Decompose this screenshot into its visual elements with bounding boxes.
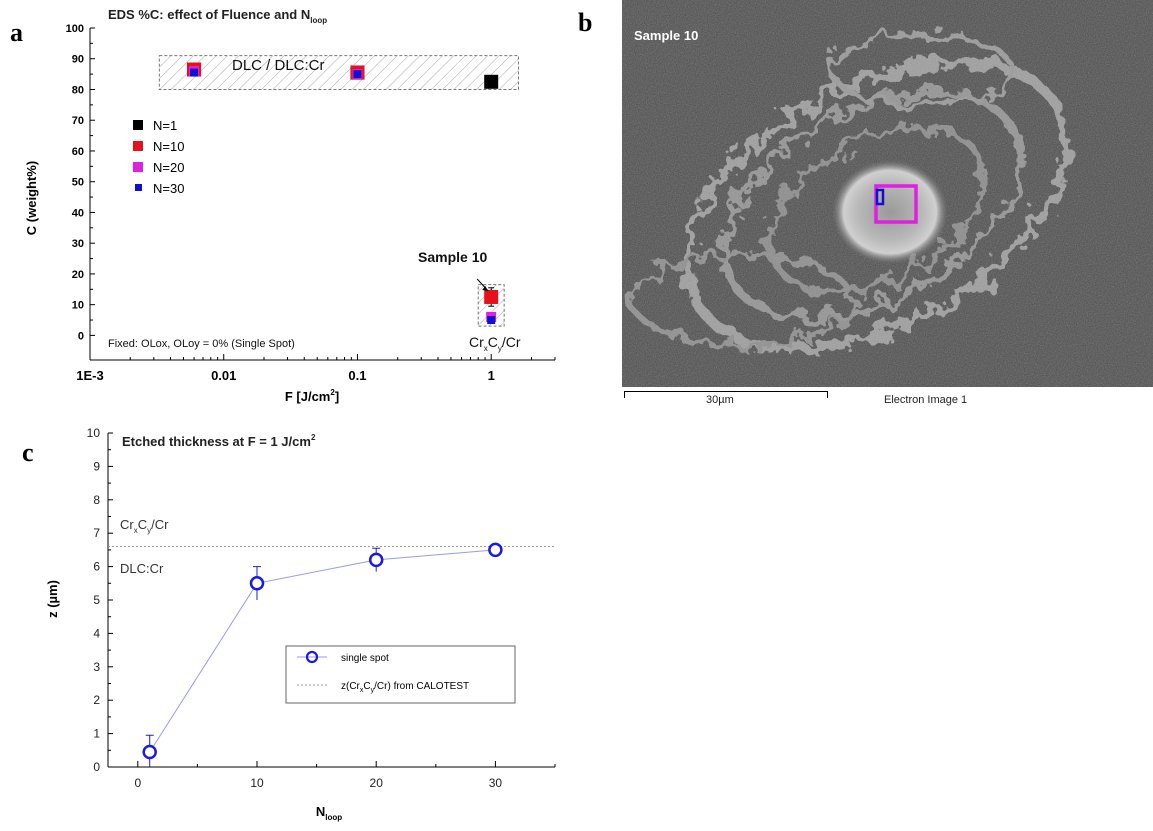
data-point-n30 [353, 70, 362, 79]
x-tick-label: 0.1 [348, 368, 366, 383]
chart-title-sub: loop [310, 16, 327, 25]
x-tick-label: 30 [489, 776, 503, 790]
scale-bar [624, 391, 828, 398]
legend-marker-single-spot [305, 650, 319, 664]
annotation-sample-10: Sample 10 [418, 249, 487, 265]
data-point-n10 [484, 289, 499, 304]
x-axis-label: F [J/cm2] [285, 388, 339, 404]
series-line-single-spot [149, 549, 496, 753]
annotation-arrowhead [482, 285, 489, 291]
legend: single spot z(CrxCy/Cr) from CALOTEST [285, 645, 516, 704]
y-tick-label: 5 [93, 593, 100, 607]
y-tick-label: 50 [72, 177, 84, 189]
y-tick-label: 30 [72, 238, 84, 250]
x-tick-label: 1 [488, 368, 495, 383]
y-tick-label: 1 [93, 727, 100, 741]
sem-image: Sample 10 [622, 0, 1153, 387]
x-tick-label: 0 [134, 776, 141, 790]
chart-title: EDS %C: effect of Fluence and Nloop [108, 7, 327, 25]
legend-marker-n10 [133, 141, 143, 151]
fixed-note: Fixed: OLox, OLoy = 0% (Single Spot) [108, 338, 295, 350]
x-tick-label: 0.01 [211, 368, 236, 383]
legend: N=1 N=10 N=20 N=30 [133, 118, 184, 196]
region-label-crc: CrxCy/Cr [469, 334, 521, 353]
x-axis-label-end: ] [335, 389, 339, 404]
marks-layer [187, 62, 499, 325]
panel-letter-a: a [10, 18, 23, 47]
y-tick-label: 60 [72, 146, 84, 158]
panel-letter-c: c [22, 438, 34, 467]
data-point-single-spot [368, 552, 384, 568]
x-axis-label-sub: loop [325, 813, 342, 822]
region-layer [158, 55, 519, 327]
legend-marker-n30 [135, 184, 142, 191]
y-tick-label: 10 [87, 426, 101, 440]
chart-etched-thickness: 0 1 2 3 4 5 6 7 8 9 10 0 10 20 30 Etched thickness at … [45, 426, 556, 822]
x-axis-label-sup: 2 [330, 388, 335, 397]
region-label-dlc: DLC / DLC:Cr [232, 57, 325, 74]
sem-ablation-zone [629, 32, 1072, 354]
chart-eds-carbon: 0 10 20 30 40 50 60 70 80 90 100 1E-3 0.01 0.1 1 EDS %… [24, 7, 556, 404]
sem-crater [832, 160, 948, 264]
axes-layer: 0 1 2 3 4 5 6 7 8 9 10 0 10 20 30 [87, 426, 556, 790]
y-tick-label: 100 [66, 23, 84, 35]
y-tick-label: 4 [93, 626, 100, 640]
y-tick-label: 8 [93, 493, 100, 507]
legend-marker-n20 [133, 162, 143, 172]
sem-caption: Electron Image 1 [884, 394, 968, 406]
sem-marker-spot [875, 188, 885, 206]
data-point-n30 [487, 316, 496, 325]
region-dlc [158, 55, 519, 90]
x-tick-label: 20 [370, 776, 384, 790]
y-axis-label: z (µm) [45, 580, 60, 618]
y-tick-label: 9 [93, 459, 100, 473]
x-tick-label: 10 [250, 776, 264, 790]
y-tick-label: 0 [78, 330, 84, 342]
data-point-single-spot [488, 542, 503, 558]
y-tick-label: 20 [72, 269, 84, 281]
region-label-upper: CrxCy/Cr [120, 517, 169, 535]
data-point-single-spot [142, 744, 157, 760]
axes-layer: 0 10 20 30 40 50 60 70 80 90 100 1E-3 0.01 0.1 1 [66, 23, 556, 383]
legend-box [285, 645, 516, 704]
y-tick-label: 90 [72, 54, 84, 66]
data-point-n30 [190, 68, 199, 77]
chart-title-sup: 2 [311, 433, 316, 442]
legend-label-single-spot: single spot [341, 653, 389, 664]
y-tick-label: 80 [72, 84, 84, 96]
legend-label-n20: N=20 [153, 160, 184, 175]
y-axis-label: C (weight%) [24, 161, 39, 235]
data-point-n1 [484, 74, 499, 89]
y-tick-label: 2 [93, 693, 100, 707]
legend-label-n30: N=30 [153, 181, 184, 196]
chart-title: Etched thickness at F = 1 J/cm2 [122, 433, 316, 449]
y-tick-label: 6 [93, 560, 100, 574]
legend-label-n1: N=1 [153, 118, 177, 133]
panel-letter-b: b [578, 8, 593, 37]
y-tick-label: 7 [93, 526, 100, 540]
y-tick-label: 40 [72, 207, 84, 219]
legend-label-n10: N=10 [153, 139, 184, 154]
data-point-single-spot [249, 576, 265, 591]
legend-marker-n1 [133, 120, 143, 130]
sem-footer: 30µm Electron Image 1 [622, 389, 1153, 409]
y-tick-label: 3 [93, 660, 100, 674]
legend-label-calotest: z(CrxCy/Cr) from CALOTEST [341, 681, 469, 694]
scale-bar-label: 30µm [706, 394, 734, 406]
marks-layer [108, 542, 555, 767]
region-label-lower: DLC:Cr [120, 561, 164, 576]
sem-label: Sample 10 [634, 28, 698, 43]
x-tick-label: 1E-3 [76, 368, 103, 383]
y-tick-label: 10 [72, 300, 84, 312]
x-axis-label: Nloop [316, 804, 342, 822]
y-tick-label: 70 [72, 115, 84, 127]
y-tick-label: 0 [93, 760, 100, 774]
